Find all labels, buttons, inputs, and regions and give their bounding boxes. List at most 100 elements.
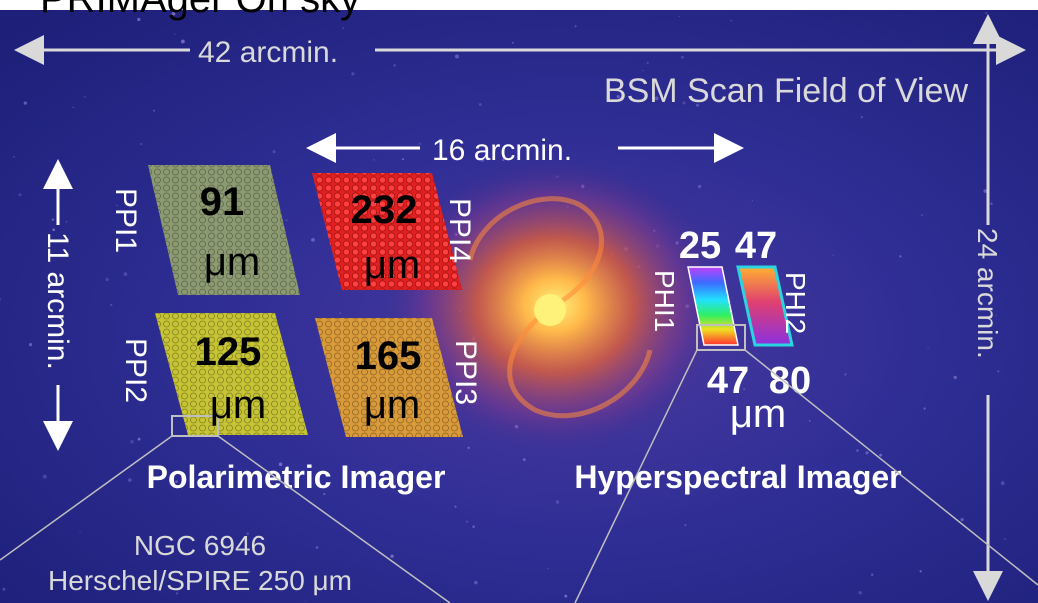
star: [808, 420, 811, 422]
star: [373, 159, 375, 161]
star: [642, 70, 644, 72]
star: [985, 12, 988, 15]
array-ppi1-pixels: [148, 165, 300, 295]
star: [1000, 481, 1005, 486]
star: [130, 440, 134, 444]
star: [272, 150, 276, 154]
star: [871, 573, 874, 576]
star: [342, 27, 344, 29]
array-ppi4: 232 μm PPI4: [312, 173, 476, 290]
star: [654, 96, 659, 101]
slide-title: PRIMAger On sky: [40, 0, 360, 21]
star: [474, 580, 478, 585]
star: [72, 106, 74, 109]
star: [865, 451, 869, 455]
array-ppi4-label: PPI4: [443, 198, 476, 263]
star: [681, 55, 684, 59]
star: [116, 204, 118, 207]
star: [105, 277, 109, 282]
array-ppi1-wavelength: 91: [200, 180, 245, 224]
star: [401, 158, 404, 161]
star: [79, 531, 81, 533]
star: [175, 480, 178, 483]
star: [390, 554, 394, 558]
source-instrument: Herschel/SPIRE 250 μm: [48, 565, 352, 596]
star: [860, 116, 863, 119]
star: [42, 474, 47, 479]
star: [127, 478, 132, 482]
band-phi1-top-wavelength: 25: [679, 225, 721, 267]
star: [246, 532, 249, 535]
array-ppi3-label: PPI3: [449, 340, 482, 405]
star: [743, 388, 746, 391]
band-phi2-label: PHI2: [780, 272, 811, 334]
star: [856, 449, 859, 452]
star: [899, 255, 902, 258]
star: [311, 238, 315, 242]
band-phi2: 47 80 PHI2: [735, 225, 811, 402]
array-ppi1-label: PPI1: [109, 188, 142, 253]
array-ppi2: 125 μm PPI2: [119, 313, 308, 437]
star: [13, 156, 15, 158]
star: [858, 591, 862, 595]
star: [28, 343, 33, 347]
star: [455, 54, 459, 59]
star: [419, 142, 422, 145]
star: [339, 312, 341, 314]
band-phi1-bottom-wavelength: 47: [707, 360, 749, 402]
star: [511, 41, 514, 44]
zoom-leader-lines: [0, 349, 1038, 603]
bsm-scan-label: BSM Scan Field of View: [604, 72, 969, 110]
star: [174, 33, 176, 35]
star: [137, 17, 141, 22]
star: [927, 346, 929, 349]
star: [57, 162, 61, 165]
star: [819, 91, 822, 94]
star: [467, 446, 470, 449]
star: [323, 492, 326, 496]
array-ppi3-unit: μm: [364, 383, 420, 427]
star: [171, 12, 176, 16]
star: [678, 16, 680, 18]
galaxy-spiral-arms: [467, 196, 653, 419]
star: [502, 158, 505, 162]
star: [960, 518, 964, 522]
star: [480, 158, 485, 162]
array-ppi3-wavelength: 165: [355, 334, 422, 378]
star: [65, 220, 68, 223]
source-name: NGC 6946: [134, 530, 266, 561]
star: [997, 370, 1000, 373]
star: [564, 594, 568, 598]
array-ppi1: 91 μm PPI1: [109, 165, 300, 295]
star: [23, 101, 27, 105]
array-ppi3: 165 μm PPI3: [315, 318, 482, 437]
star: [616, 95, 620, 99]
star: [84, 96, 86, 98]
star: [0, 298, 2, 301]
array-ppi1-unit: μm: [204, 240, 260, 284]
band-phi1-label: PHI1: [649, 270, 680, 332]
star: [47, 253, 52, 257]
star: [995, 314, 997, 317]
array-ppi2-wavelength: 125: [195, 330, 262, 374]
array-ppi2-label: PPI2: [119, 338, 152, 403]
star: [137, 437, 141, 441]
star: [832, 254, 834, 256]
star: [684, 524, 687, 526]
band-phi2-strip: [736, 265, 794, 347]
band-phi2-top-wavelength: 47: [735, 225, 777, 267]
band-phi1-zoom-box: [696, 324, 746, 351]
array-ppi4-unit: μm: [364, 243, 420, 287]
star: [351, 72, 355, 76]
star: [555, 500, 560, 504]
star: [51, 218, 55, 221]
star: [278, 462, 283, 467]
array-ppi3-pixels: [315, 318, 463, 437]
star: [110, 303, 113, 307]
star: [52, 228, 55, 231]
polarimetric-imager-title: Polarimetric Imager: [147, 459, 446, 495]
star: [276, 575, 278, 577]
star: [285, 219, 288, 222]
spacing-label: 16 arcmin.: [432, 134, 572, 167]
